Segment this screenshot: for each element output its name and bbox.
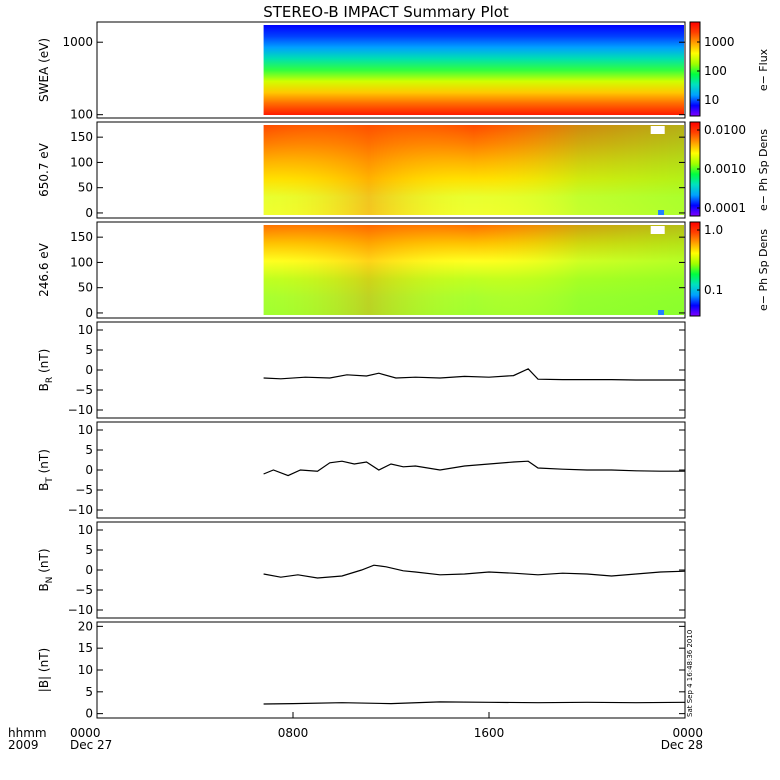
y-tick-label: 150 xyxy=(70,230,93,244)
y-axis-label: 246.6 eV xyxy=(37,242,51,297)
data-gap xyxy=(650,226,665,234)
series-line-bt xyxy=(263,460,685,477)
colorbar-tick-label: 1.0 xyxy=(704,223,723,237)
y-tick-label: −5 xyxy=(75,383,93,397)
panel-frame xyxy=(96,221,686,319)
y-tick-label: 5 xyxy=(85,685,93,699)
y-tick-label: −5 xyxy=(75,583,93,597)
y-tick-label: −10 xyxy=(68,603,93,617)
y-tick-label: 0 xyxy=(85,206,93,220)
y-tick-label: −10 xyxy=(68,403,93,417)
series-line-bmag xyxy=(263,701,686,705)
panel-bt: −10 −5 0 5 10 BT (nT) xyxy=(37,421,686,519)
y-tick-label: 100 xyxy=(70,155,93,169)
colorbar-tick-label: 0.0001 xyxy=(704,201,746,215)
colorbar-tick-label: 1000 xyxy=(704,35,735,49)
series-line-br xyxy=(263,368,685,381)
panel-swea: 100 1000 SWEA (eV) 1000 100 10 e− Flux xyxy=(37,21,770,122)
y-axis-label: BN (nT) xyxy=(37,548,55,591)
y-tick-label: 1000 xyxy=(62,35,93,49)
low-value-patch xyxy=(658,310,665,315)
y-axis-label: SWEA (eV) xyxy=(37,38,51,102)
y-tick-label: 20 xyxy=(78,619,93,633)
panel-br: −10 −5 0 5 10 BR (nT) xyxy=(37,321,686,419)
y-tick-label: 10 xyxy=(78,523,93,537)
spectrogram-swea xyxy=(263,25,684,115)
plot-title: STEREO-B IMPACT Summary Plot xyxy=(263,3,509,21)
y-tick-label: 0 xyxy=(85,363,93,377)
y-tick-label: 10 xyxy=(78,423,93,437)
y-tick-label: 5 xyxy=(85,343,93,357)
colorbar-tick-label: 10 xyxy=(704,93,719,107)
y-tick-label: 5 xyxy=(85,543,93,557)
panel-frame xyxy=(96,321,686,419)
panel-pad246: 0 50 100 150 246.6 eV 1.0 0.1 e− Ph Sp Dens xyxy=(37,221,770,320)
timestamp-stamp: Sat Sep 4 16:48:36 2010 xyxy=(686,630,694,717)
y-tick-label: 10 xyxy=(78,663,93,677)
colorbar-tick-label: 0.0100 xyxy=(704,123,746,137)
y-tick-label: 0 xyxy=(85,306,93,320)
spectrogram-overlay-pad650 xyxy=(263,125,684,215)
x-tick-label: 0000 xyxy=(672,726,703,740)
y-tick-label: 5 xyxy=(85,443,93,457)
panel-frame xyxy=(96,21,686,119)
y-tick-label: 100 xyxy=(70,255,93,269)
colorbar-tick-label: 0.0010 xyxy=(704,162,746,176)
low-value-patch xyxy=(658,210,665,215)
x-axis-row2-label: 2009 xyxy=(8,738,39,752)
x-tick-label: 0800 xyxy=(278,726,309,740)
x-axis-row1-label: hhmm xyxy=(8,726,47,740)
y-tick-label: 50 xyxy=(78,181,93,195)
y-tick-label: 0 xyxy=(85,563,93,577)
y-tick-label: 0 xyxy=(85,463,93,477)
colorbar-tick-label: 0.1 xyxy=(704,283,723,297)
panel-pad650: 0 50 100 150 650.7 eV 0.0100 0.0010 0.0001 e− Ph… xyxy=(37,121,770,220)
y-tick-label: 0 xyxy=(85,707,93,721)
y-axis-label: |B| (nT) xyxy=(37,648,51,692)
y-tick-label: 15 xyxy=(78,641,93,655)
panel-bmag: 0 5 10 15 20 |B| (nT) xyxy=(37,619,686,721)
panel-bn: −10 −5 0 5 10 BN (nT) xyxy=(37,521,686,619)
y-tick-label: −10 xyxy=(68,503,93,517)
y-axis-label: 650.7 eV xyxy=(37,142,51,197)
colorbar-scale xyxy=(689,221,701,317)
x-tick-label: 1600 xyxy=(474,726,505,740)
colorbar-label: e− Ph Sp Dens xyxy=(757,229,770,311)
colorbar-label: e− Flux xyxy=(757,48,770,91)
y-tick-label: 10 xyxy=(78,323,93,337)
y-axis-label: BT (nT) xyxy=(37,449,55,491)
x-tick-date-label: Dec 27 xyxy=(70,738,112,752)
y-axis-label: BR (nT) xyxy=(37,349,55,392)
y-tick-label: 50 xyxy=(78,281,93,295)
y-tick-label: −5 xyxy=(75,483,93,497)
series-line-bn xyxy=(263,564,686,579)
x-tick-label: 0000 xyxy=(70,726,101,740)
data-gap xyxy=(650,126,665,134)
y-tick-label: 150 xyxy=(70,130,93,144)
spectrogram-overlay-pad246 xyxy=(263,225,684,315)
colorbar-label: e− Ph Sp Dens xyxy=(757,129,770,211)
panel-frame xyxy=(96,521,686,619)
colorbar-tick-label: 100 xyxy=(704,64,727,78)
y-tick-label: 100 xyxy=(70,108,93,122)
panel-frame xyxy=(96,121,686,219)
colorbar-swea: 1000 100 10 e− Flux xyxy=(689,21,770,117)
colorbar-pad650: 0.0100 0.0010 0.0001 e− Ph Sp Dens xyxy=(689,121,770,217)
x-tick-date-label: Dec 28 xyxy=(661,738,703,752)
colorbar-pad246: 1.0 0.1 e− Ph Sp Dens xyxy=(689,221,770,317)
colorbar-scale xyxy=(689,21,701,117)
